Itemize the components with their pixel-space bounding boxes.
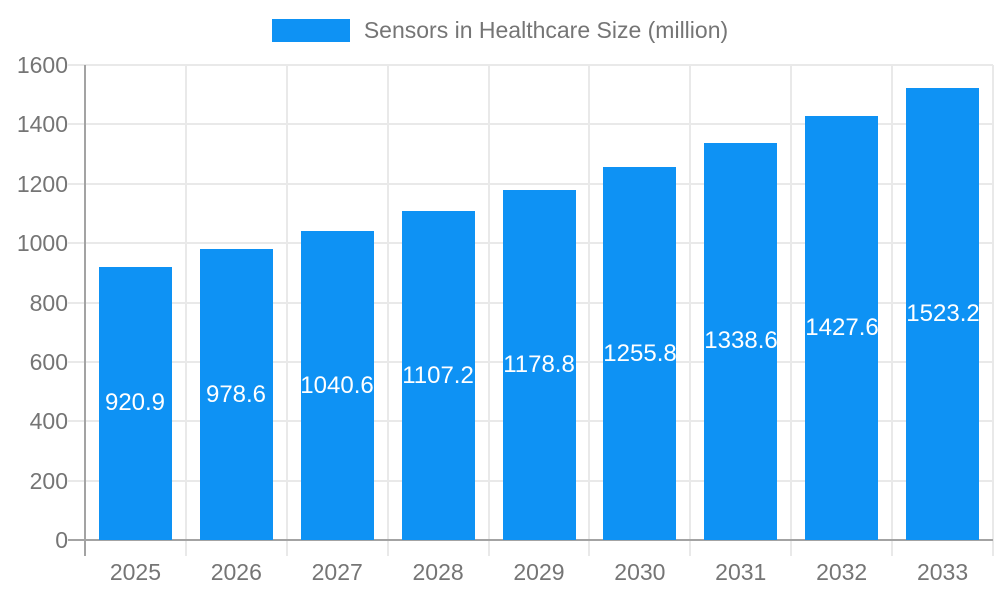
y-axis-tick-label: 600	[29, 348, 68, 375]
bar	[301, 231, 374, 540]
bar-value-label: 1040.6	[300, 372, 374, 399]
bar-value-label: 1255.8	[603, 340, 677, 367]
bar	[906, 87, 979, 540]
bar	[200, 249, 273, 540]
legend-swatch	[271, 19, 350, 42]
v-gridline	[992, 65, 994, 556]
legend: Sensors in Healthcare Size (million)	[0, 17, 1000, 44]
y-axis-line	[84, 65, 86, 556]
y-axis-tick-label: 400	[29, 408, 68, 435]
bar-value-label: 920.9	[104, 389, 166, 416]
y-axis-tick-label: 1600	[16, 52, 68, 78]
v-gridline	[184, 65, 187, 556]
y-axis-tick-label: 1400	[16, 111, 68, 138]
y-axis-tick-label: 0	[55, 527, 68, 553]
bar	[402, 211, 475, 540]
bar-value-label: 1338.6	[704, 327, 778, 354]
bar-value-label: 1107.2	[402, 362, 474, 389]
x-axis-tick-label: 2030	[614, 559, 666, 585]
x-axis-tick-label: 2028	[412, 559, 464, 585]
bar	[99, 266, 172, 540]
h-gridline	[68, 123, 993, 126]
v-gridline	[689, 65, 692, 556]
bar-value-label: 978.6	[205, 381, 267, 408]
bar	[603, 167, 676, 540]
v-gridline	[588, 65, 591, 556]
bar	[503, 190, 576, 540]
v-gridline	[891, 65, 894, 556]
x-axis-tick-label: 2026	[210, 559, 262, 585]
y-axis-tick-label: 1000	[16, 230, 68, 257]
x-axis-tick-label: 2031	[715, 559, 767, 585]
x-axis-tick-label: 2033	[916, 559, 969, 585]
bar-value-label: 1523.2	[906, 300, 980, 327]
v-gridline	[386, 65, 389, 556]
x-axis-line	[68, 539, 993, 541]
x-axis-tick-label: 2027	[311, 559, 363, 585]
y-axis-tick-label: 1200	[16, 170, 68, 197]
v-gridline	[285, 65, 288, 556]
legend-label: Sensors in Healthcare Size (million)	[363, 17, 729, 43]
x-axis-tick-label: 2025	[109, 559, 162, 585]
v-gridline	[790, 65, 793, 556]
bar-value-label: 1427.6	[805, 314, 879, 341]
h-gridline	[68, 64, 993, 66]
v-gridline	[487, 65, 490, 556]
bar	[805, 116, 878, 540]
y-axis-tick-label: 800	[29, 289, 68, 316]
bar-value-label: 1178.8	[503, 351, 575, 378]
x-axis-tick-label: 2029	[513, 559, 565, 585]
y-axis-tick-label: 200	[29, 467, 68, 494]
bar	[704, 142, 777, 540]
x-axis-tick-label: 2032	[816, 559, 868, 585]
h-gridline	[68, 182, 993, 185]
